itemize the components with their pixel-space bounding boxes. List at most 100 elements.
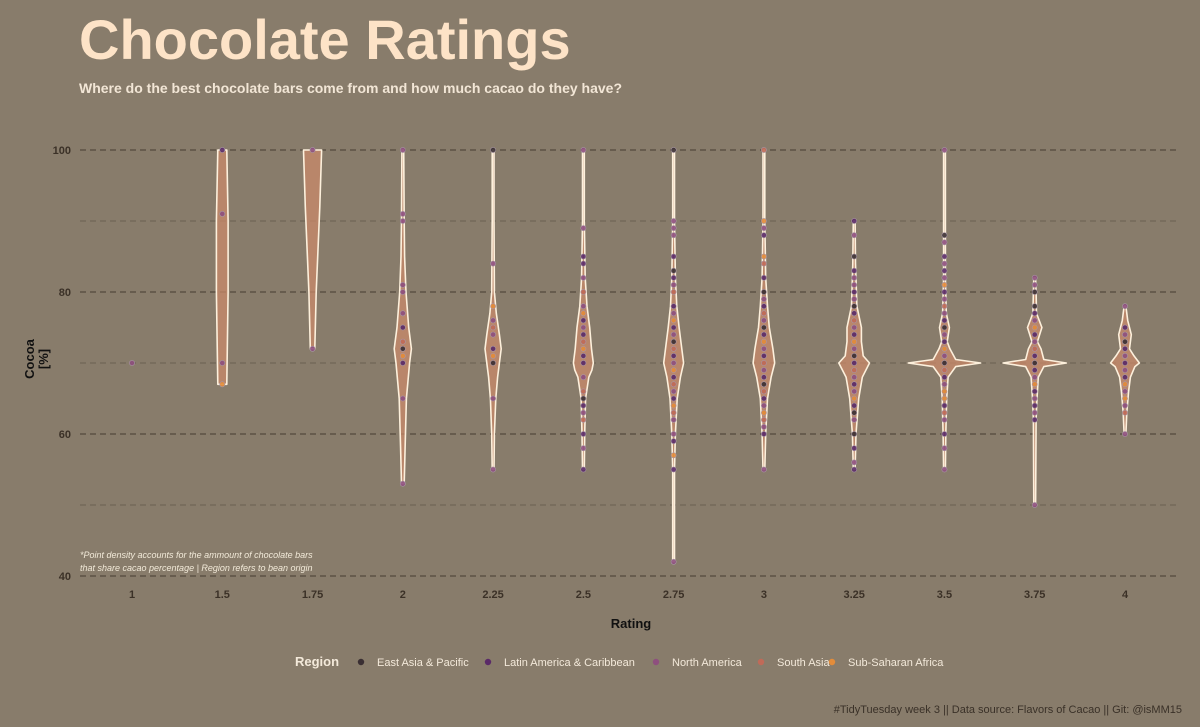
data-point	[580, 310, 587, 317]
data-point	[761, 395, 767, 402]
data-point	[490, 466, 496, 473]
data-point	[761, 367, 767, 373]
x-tick-label: 2	[400, 589, 406, 601]
data-point	[670, 381, 677, 388]
data-point	[580, 345, 587, 352]
data-points	[129, 147, 1128, 565]
data-point	[490, 331, 496, 338]
data-point	[941, 360, 948, 366]
data-point	[851, 345, 858, 352]
data-point	[851, 431, 858, 437]
legend-label: South Asia	[777, 657, 830, 669]
data-point	[941, 331, 948, 338]
data-point	[1031, 317, 1038, 324]
data-point	[851, 395, 858, 402]
data-point	[670, 274, 677, 281]
data-point	[490, 260, 496, 267]
data-point	[1122, 367, 1128, 373]
data-point	[851, 232, 858, 239]
data-point	[1122, 352, 1128, 359]
data-point	[941, 445, 948, 452]
data-point	[1122, 388, 1128, 395]
footnote-line: *Point density accounts for the ammount …	[80, 550, 313, 560]
data-point	[399, 210, 406, 217]
data-point	[580, 324, 587, 331]
data-point	[851, 281, 858, 288]
data-point	[670, 267, 677, 274]
data-point	[1122, 395, 1128, 402]
data-point	[670, 281, 677, 288]
data-point	[670, 367, 677, 373]
data-point	[1122, 345, 1128, 352]
data-point	[670, 331, 677, 338]
data-point	[580, 352, 587, 359]
data-point	[490, 317, 496, 324]
data-point	[761, 402, 767, 409]
data-point	[761, 423, 767, 430]
data-point	[1031, 402, 1038, 409]
x-tick-label: 4	[1122, 589, 1129, 601]
data-point	[309, 147, 316, 153]
data-point	[941, 310, 948, 317]
data-point	[1122, 402, 1128, 409]
data-point	[670, 402, 677, 409]
data-point	[941, 345, 948, 352]
data-point	[670, 317, 677, 324]
data-point	[1031, 281, 1038, 288]
y-axis-ticks: 40 60 80 100	[53, 145, 71, 583]
data-point	[941, 239, 948, 246]
data-point	[670, 431, 677, 437]
data-point	[851, 416, 858, 423]
data-point	[851, 466, 858, 473]
violin-2	[393, 149, 413, 485]
footer-credits: #TidyTuesday week 3 || Data source: Flav…	[833, 704, 1182, 716]
data-point	[399, 310, 406, 317]
violin-1.5	[215, 149, 229, 386]
data-point	[670, 303, 677, 310]
data-point	[670, 360, 677, 366]
data-point	[851, 360, 858, 366]
data-point	[399, 480, 406, 487]
data-point	[851, 381, 858, 388]
data-point	[670, 395, 677, 402]
x-axis-ticks: 1 1.5 1.75 2 2.25 2.5 2.75 3 3.25 3.5 3.75 4	[129, 589, 1129, 601]
data-point	[580, 409, 587, 416]
data-point	[670, 388, 677, 395]
data-point	[941, 260, 948, 267]
data-point	[1122, 303, 1128, 310]
data-point	[761, 381, 767, 388]
data-point	[1031, 289, 1038, 295]
chart-subtitle: Where do the best chocolate bars come fr…	[79, 80, 623, 96]
data-point	[1031, 395, 1038, 402]
x-tick-label: 3.25	[843, 589, 864, 601]
data-point	[1122, 431, 1128, 437]
data-point	[670, 338, 677, 345]
data-point	[851, 338, 858, 345]
data-point	[851, 367, 858, 373]
data-point	[1031, 274, 1038, 281]
data-point	[399, 281, 406, 288]
data-point	[219, 147, 226, 153]
data-point	[219, 381, 226, 388]
violins	[215, 149, 1141, 563]
data-point	[580, 331, 587, 338]
data-point	[580, 317, 587, 324]
legend-swatch	[828, 658, 836, 666]
data-point	[761, 232, 767, 239]
data-point	[580, 402, 587, 409]
data-point	[761, 416, 767, 423]
data-point	[941, 402, 948, 409]
violin-2.25	[484, 149, 502, 471]
data-point	[761, 374, 767, 381]
data-point	[399, 147, 406, 153]
data-point	[851, 267, 858, 274]
data-point	[490, 395, 496, 402]
data-point	[219, 360, 226, 366]
data-point	[490, 147, 496, 153]
data-point	[941, 388, 948, 395]
legend-item: Latin America & Caribbean	[484, 657, 635, 669]
data-point	[1031, 374, 1038, 381]
data-point	[1031, 345, 1038, 352]
legend-swatch	[484, 658, 492, 666]
